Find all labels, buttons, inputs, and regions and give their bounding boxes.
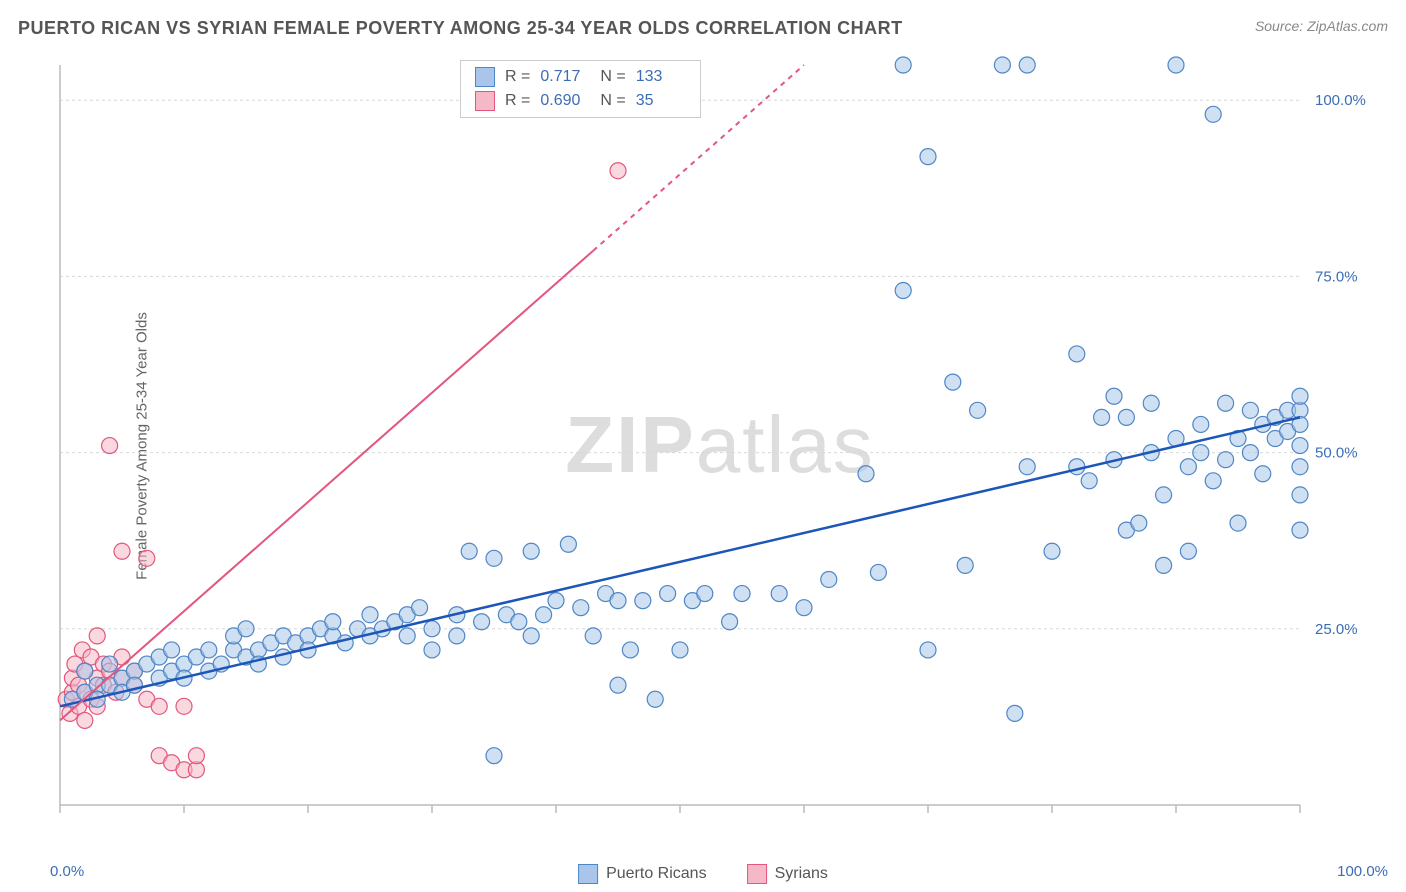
svg-text:50.0%: 50.0% (1315, 445, 1358, 462)
n-label: N = (600, 92, 625, 110)
legend-swatch (747, 864, 767, 884)
stats-row: R = 0.690 N = 35 (461, 89, 700, 113)
chart-area: ZIPatlas 25.0%50.0%75.0%100.0% (50, 55, 1390, 835)
chart-title: PUERTO RICAN VS SYRIAN FEMALE POVERTY AM… (18, 18, 903, 39)
svg-text:75.0%: 75.0% (1315, 268, 1358, 285)
n-value: 35 (636, 92, 686, 110)
stats-row: R = 0.717 N = 133 (461, 65, 700, 89)
x-axis-min-label: 0.0% (50, 863, 84, 880)
r-label: R = (505, 92, 530, 110)
legend-swatch (475, 91, 495, 111)
stats-legend-box: R = 0.717 N = 133 R = 0.690 N = 35 (460, 60, 701, 118)
r-value: 0.717 (540, 68, 590, 86)
svg-text:25.0%: 25.0% (1315, 621, 1358, 638)
legend-swatch (578, 864, 598, 884)
n-label: N = (600, 68, 625, 86)
legend-item: Syrians (747, 864, 828, 884)
legend-label: Puerto Ricans (606, 865, 707, 883)
r-value: 0.690 (540, 92, 590, 110)
n-value: 133 (636, 68, 686, 86)
legend-label: Syrians (775, 865, 828, 883)
source-attribution: Source: ZipAtlas.com (1255, 18, 1388, 34)
svg-text:100.0%: 100.0% (1315, 92, 1366, 109)
legend-item: Puerto Ricans (578, 864, 707, 884)
x-axis-max-label: 100.0% (1337, 863, 1388, 880)
bottom-legend: Puerto Ricans Syrians (578, 864, 828, 884)
legend-swatch (475, 67, 495, 87)
r-label: R = (505, 68, 530, 86)
scatter-chart: 25.0% 50.0% 75.0% 100.0% (50, 55, 1390, 835)
